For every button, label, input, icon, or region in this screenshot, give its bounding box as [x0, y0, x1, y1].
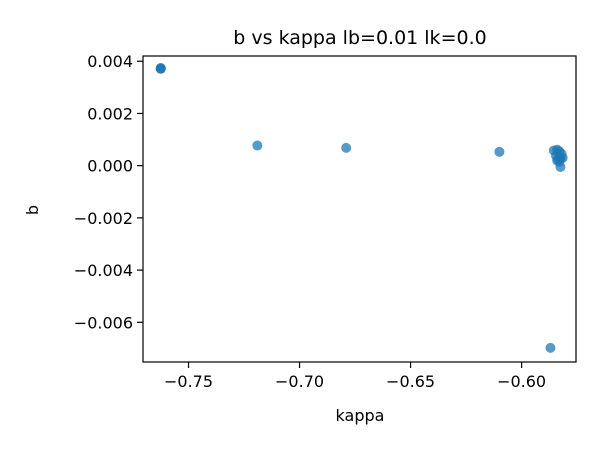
data-point	[252, 140, 263, 151]
x-tick-label: −0.65	[386, 372, 435, 391]
y-tick-label: −0.004	[74, 261, 133, 280]
x-tick-label: −0.70	[275, 372, 324, 391]
data-point	[341, 142, 352, 153]
data-point	[545, 342, 556, 353]
data-point	[555, 161, 566, 172]
y-axis-label: b	[23, 205, 42, 215]
data-point	[155, 63, 166, 74]
x-axis-label: kappa	[336, 406, 385, 425]
y-tick-label: −0.002	[74, 209, 133, 228]
y-tick-label: −0.006	[74, 313, 133, 332]
y-tick-label: 0.004	[87, 52, 133, 71]
chart-title: b vs kappa lb=0.01 lk=0.0	[233, 27, 486, 49]
data-points	[155, 63, 568, 353]
y-axis-ticks: 0.004 0.002 0.000 −0.002 −0.004 −0.006	[74, 52, 143, 332]
x-axis-ticks: −0.75 −0.70 −0.65 −0.60	[164, 362, 546, 391]
x-tick-label: −0.75	[164, 372, 213, 391]
x-tick-label: −0.60	[497, 372, 546, 391]
y-tick-label: 0.002	[87, 104, 133, 123]
data-point	[494, 146, 505, 157]
plot-area	[142, 55, 577, 363]
y-tick-label: 0.000	[87, 157, 133, 176]
